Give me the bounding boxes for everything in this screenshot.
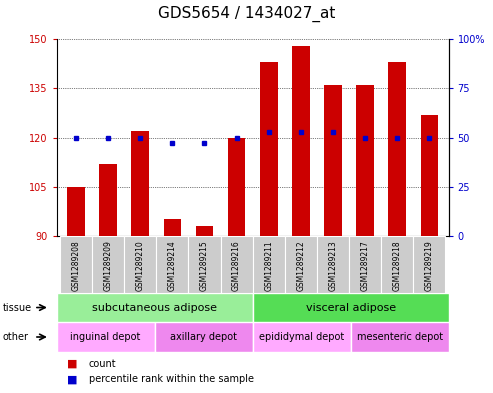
Text: percentile rank within the sample: percentile rank within the sample [89,374,254,384]
Text: axillary depot: axillary depot [170,332,237,342]
Bar [57,322,155,352]
Text: GDS5654 / 1434027_at: GDS5654 / 1434027_at [158,6,335,22]
Text: other: other [2,332,29,342]
Bar [155,322,252,352]
Text: GSM1289211: GSM1289211 [264,241,273,291]
Bar [381,236,413,293]
Text: GSM1289218: GSM1289218 [393,241,402,291]
Bar [228,138,246,236]
Bar [220,236,253,293]
Text: GSM1289212: GSM1289212 [296,241,305,291]
Bar [349,236,381,293]
Bar [285,236,317,293]
Text: GSM1289209: GSM1289209 [104,241,112,291]
Bar [92,236,124,293]
Bar [260,62,278,236]
Text: subcutaneous adipose: subcutaneous adipose [92,303,217,312]
Text: GSM1289219: GSM1289219 [425,241,434,291]
Bar [421,115,438,236]
Bar [292,46,310,236]
Bar [356,85,374,236]
Text: epididymal depot: epididymal depot [259,332,344,342]
Text: inguinal depot: inguinal depot [70,332,141,342]
Bar [253,236,285,293]
Bar [252,293,449,322]
Bar [317,236,349,293]
Text: tissue: tissue [2,303,32,312]
Bar [196,226,213,236]
Bar [388,62,406,236]
Text: ■: ■ [67,358,77,369]
Text: GSM1289214: GSM1289214 [168,241,177,291]
Text: GSM1289213: GSM1289213 [328,241,338,291]
Bar [67,187,85,236]
Text: GSM1289217: GSM1289217 [360,241,370,291]
Text: GSM1289208: GSM1289208 [71,241,80,291]
Bar [413,236,445,293]
Bar [164,219,181,236]
Bar [57,293,252,322]
Bar [99,164,117,236]
Text: visceral adipose: visceral adipose [306,303,396,312]
Bar [132,131,149,236]
Bar [156,236,188,293]
Bar [351,322,449,352]
Text: count: count [89,358,116,369]
Bar [124,236,156,293]
Bar [252,322,351,352]
Text: GSM1289216: GSM1289216 [232,241,241,291]
Text: GSM1289215: GSM1289215 [200,241,209,291]
Bar [60,236,92,293]
Text: mesenteric depot: mesenteric depot [356,332,443,342]
Text: ■: ■ [67,374,77,384]
Bar [188,236,220,293]
Text: GSM1289210: GSM1289210 [136,241,145,291]
Bar [324,85,342,236]
